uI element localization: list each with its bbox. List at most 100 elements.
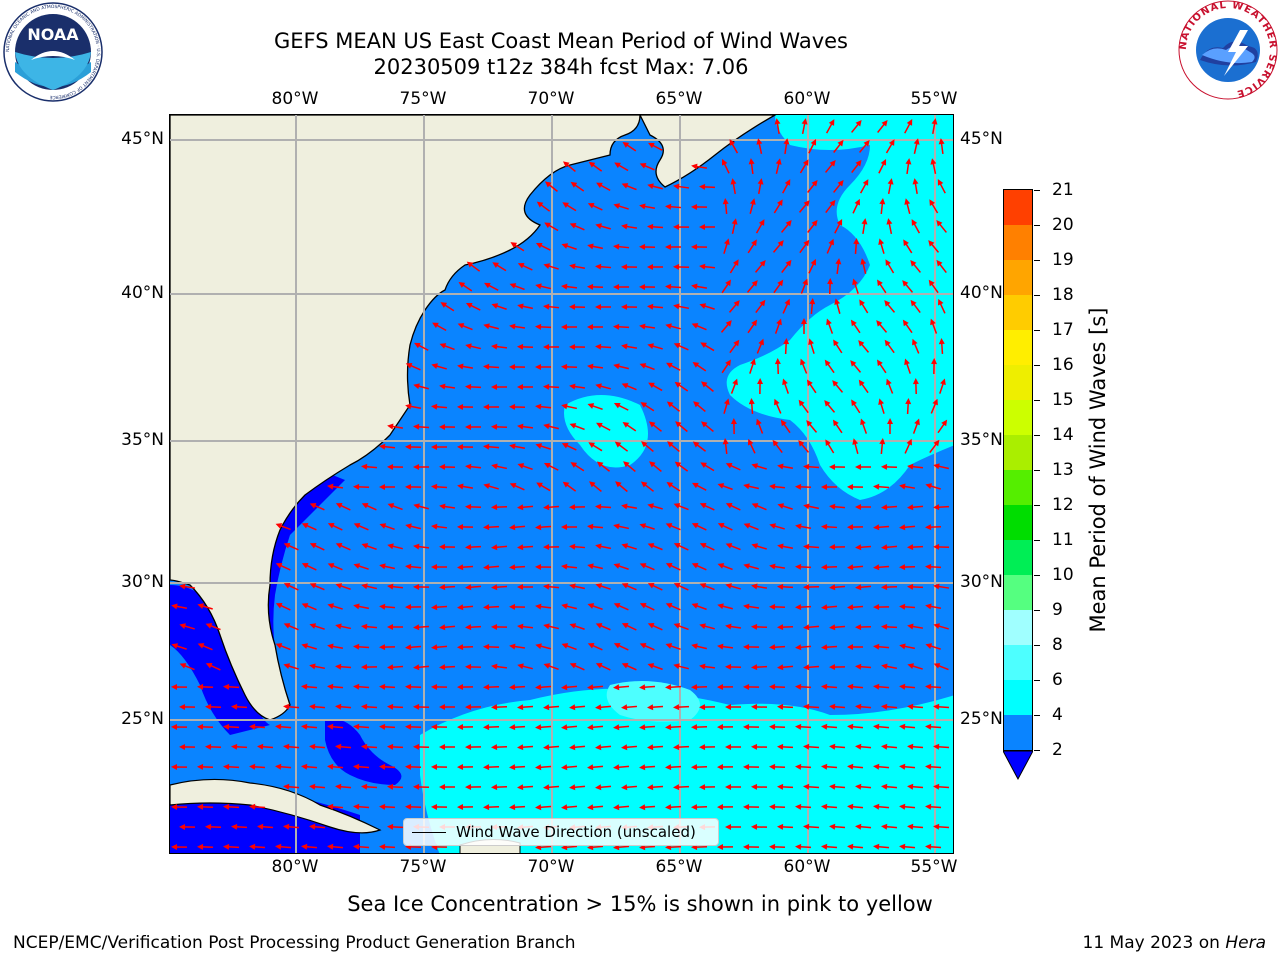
red-arrow-icon: [691, 684, 708, 691]
red-arrow-icon: [806, 420, 818, 433]
red-arrow-icon: [517, 463, 533, 471]
red-arrow-icon: [379, 563, 396, 570]
red-arrow-icon: [881, 743, 898, 750]
red-arrow-icon: [933, 823, 950, 830]
red-arrow-icon: [379, 763, 396, 770]
red-arrow-icon: [743, 643, 760, 650]
red-arrow-icon: [795, 483, 812, 490]
red-arrow-icon: [938, 298, 946, 314]
red-arrow-icon: [937, 419, 948, 434]
red-arrow-icon: [309, 663, 326, 670]
red-arrow-icon: [933, 703, 950, 710]
red-arrow-icon: [717, 643, 734, 650]
red-arrow-icon: [353, 843, 370, 850]
red-arrow-icon: [774, 118, 781, 135]
red-arrow-icon: [829, 544, 846, 551]
red-arrow-icon: [431, 644, 448, 651]
red-arrow-icon: [595, 623, 611, 631]
red-arrow-icon: [205, 663, 221, 671]
red-arrow-icon: [747, 239, 757, 254]
red-arrow-icon: [517, 263, 533, 271]
red-arrow-icon: [777, 703, 794, 710]
red-arrow-icon: [491, 383, 508, 390]
red-arrow-icon: [795, 843, 812, 850]
lon-label-bottom: 55°W: [910, 857, 958, 877]
red-arrow-icon: [491, 584, 508, 591]
red-arrow-icon: [361, 703, 378, 710]
red-arrow-icon: [725, 623, 742, 630]
red-arrow-icon: [491, 704, 508, 711]
red-arrow-icon: [457, 403, 474, 410]
red-arrow-icon: [179, 703, 196, 710]
red-arrow-icon: [925, 803, 942, 810]
red-arrow-icon: [379, 603, 396, 610]
red-arrow-icon: [535, 403, 552, 410]
red-arrow-icon: [249, 843, 266, 850]
red-arrow-icon: [757, 378, 764, 395]
red-arrow-icon: [777, 823, 794, 830]
red-arrow-icon: [509, 283, 525, 291]
red-arrow-icon: [543, 263, 559, 270]
red-arrow-icon: [884, 339, 895, 354]
colorbar-tick: [1034, 190, 1040, 191]
red-arrow-icon: [855, 663, 872, 670]
red-arrow-icon: [275, 603, 291, 611]
red-arrow-icon: [907, 583, 924, 590]
red-arrow-icon: [721, 158, 730, 174]
red-arrow-icon: [483, 684, 500, 691]
red-arrow-icon: [725, 824, 742, 831]
red-arrow-icon: [543, 744, 560, 751]
colorbar-tick: [1034, 365, 1040, 366]
red-arrow-icon: [925, 683, 942, 690]
red-arrow-icon: [873, 803, 890, 810]
red-arrow-icon: [729, 339, 740, 354]
red-arrow-icon: [699, 263, 716, 270]
red-arrow-icon: [179, 583, 196, 590]
red-arrow-icon: [795, 563, 812, 570]
red-arrow-icon: [899, 763, 916, 770]
red-arrow-icon: [517, 623, 534, 630]
red-arrow-icon: [543, 504, 560, 511]
red-arrow-icon: [587, 684, 604, 691]
red-arrow-icon: [353, 563, 369, 570]
footer-date-text: 11 May 2023 on: [1082, 933, 1220, 953]
red-arrow-icon: [561, 684, 578, 691]
red-arrow-icon: [466, 261, 481, 272]
red-arrow-icon: [873, 564, 890, 571]
red-arrow-icon: [798, 440, 810, 453]
red-arrow-icon: [431, 723, 448, 730]
red-arrow-icon: [665, 603, 681, 611]
red-arrow-icon: [821, 723, 838, 730]
red-arrow-icon: [327, 723, 344, 730]
red-arrow-icon: [899, 723, 916, 730]
red-arrow-icon: [535, 804, 552, 811]
red-arrow-icon: [439, 624, 456, 631]
red-arrow-icon: [621, 183, 637, 191]
red-arrow-icon: [613, 363, 629, 370]
red-arrow-icon: [465, 744, 482, 751]
colorbar-segment: [1004, 260, 1032, 295]
colorbar-tick: [1034, 225, 1040, 226]
red-arrow-icon: [536, 201, 551, 212]
red-arrow-icon: [937, 179, 946, 194]
graticule: [170, 115, 953, 853]
red-arrow-icon: [613, 643, 629, 651]
red-arrow-icon: [283, 543, 299, 551]
red-arrow-icon: [561, 443, 577, 451]
colorbar-segment: [1004, 365, 1032, 400]
red-arrow-icon: [613, 402, 629, 411]
red-arrow-icon: [171, 683, 188, 690]
red-arrow-icon: [439, 343, 455, 351]
red-arrow-icon: [699, 784, 716, 791]
red-arrow-icon: [907, 504, 924, 511]
red-arrow-icon: [692, 361, 707, 372]
red-arrow-icon: [899, 564, 916, 571]
red-arrow-icon: [535, 764, 552, 771]
red-arrow-icon: [621, 623, 637, 631]
red-arrow-icon: [223, 723, 240, 730]
red-arrow-icon: [879, 438, 886, 455]
red-arrow-icon: [283, 783, 300, 790]
red-arrow-icon: [647, 263, 664, 270]
red-arrow-icon: [249, 803, 266, 810]
red-arrow-icon: [755, 299, 766, 314]
